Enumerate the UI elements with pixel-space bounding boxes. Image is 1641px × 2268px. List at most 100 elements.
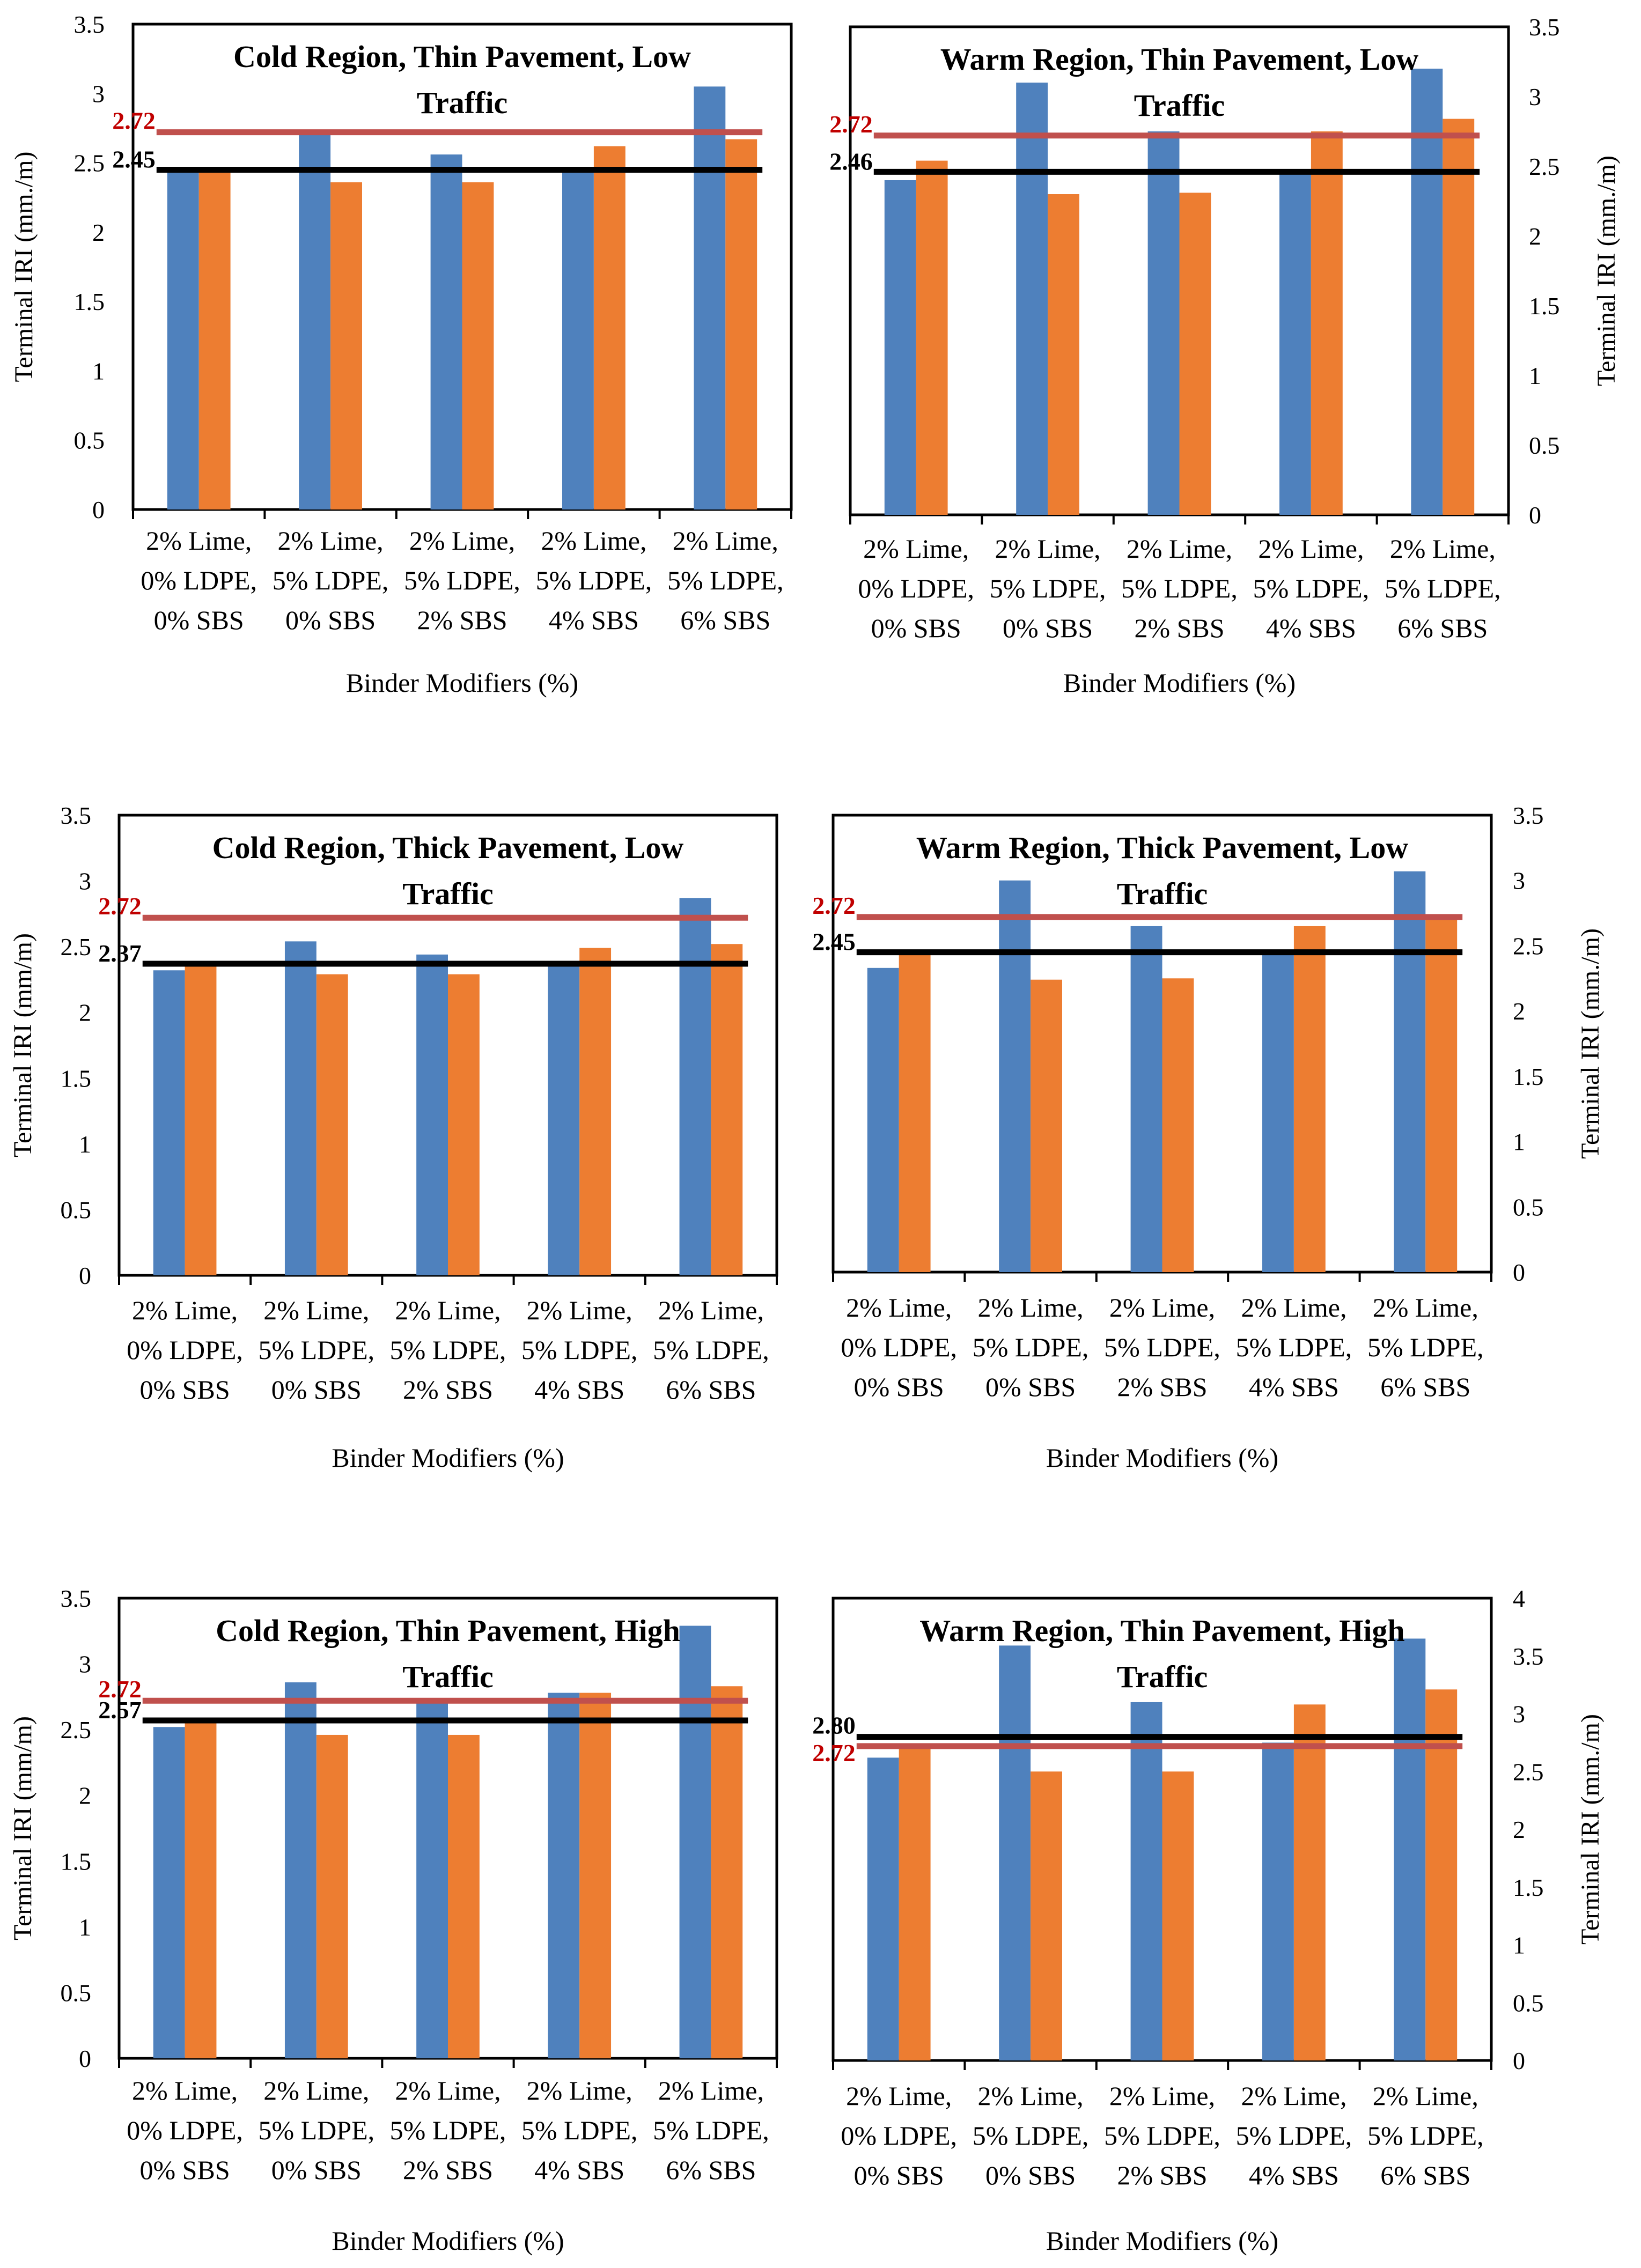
y-tick-label: 2 [79, 1782, 91, 1809]
y-tick-label: 3.5 [74, 11, 105, 38]
x-tick-label: 5% LDPE, [973, 2121, 1089, 2151]
y-tick-label: 3 [92, 80, 105, 107]
bar-blue [867, 1757, 899, 2060]
bar-orange [1031, 1771, 1062, 2060]
x-axis-label: Binder Modifiers (%) [346, 668, 578, 698]
chart-title: Warm Region, Thin Pavement, Low [940, 42, 1419, 77]
x-tick-label: 5% LDPE, [404, 565, 520, 595]
bar-blue [999, 880, 1031, 1272]
x-tick-label: 0% LDPE, [841, 2121, 957, 2151]
y-tick-label: 2 [92, 219, 105, 246]
bar-blue [1130, 926, 1162, 1272]
y-tick-label: 1.5 [1529, 292, 1560, 320]
x-tick-label: 2% SBS [1117, 1372, 1207, 1402]
y-tick-label: 1 [1513, 1932, 1525, 1959]
y-tick-label: 0 [1529, 501, 1541, 529]
x-tick-label: 2% Lime, [1390, 534, 1496, 564]
x-tick-label: 2% Lime, [995, 534, 1101, 564]
y-axis-label: Terminal IRI (mm./m) [1592, 156, 1621, 386]
x-tick-label: 5% LDPE, [653, 1335, 769, 1365]
y-tick-label: 2.5 [61, 933, 92, 961]
bar-orange [330, 182, 362, 509]
chart-title: Traffic [1134, 88, 1225, 123]
x-tick-label: 2% Lime, [658, 1295, 764, 1325]
x-tick-label: 2% SBS [403, 1375, 493, 1405]
bar-blue [299, 131, 331, 510]
x-tick-label: 2% Lime, [863, 534, 969, 564]
x-tick-label: 0% LDPE, [127, 1335, 243, 1365]
x-tick-label: 2% Lime, [978, 1292, 1084, 1323]
x-tick-label: 0% LDPE, [141, 565, 257, 595]
chart-1: 0 0.5 1 1.5 2 2.5 3 3.5 Terminal IRI (mm./m) 2% L… [10, 11, 793, 698]
chart-2: 0 0.5 1 1.5 2 2.5 3 3.5 Terminal IRI (mm./m) 2% L… [829, 13, 1621, 698]
y-tick-label: 1 [79, 1131, 91, 1158]
y-axis-label: Terminal IRI (mm./m) [1576, 928, 1605, 1159]
y-tick-label: 0 [79, 2045, 91, 2072]
reference-label-black: 2.57 [98, 1696, 142, 1724]
y-tick-label: 2.5 [1513, 932, 1544, 959]
y-tick-label: 1.5 [1513, 1874, 1544, 1901]
y-tick-label: 0.5 [1513, 1989, 1544, 2016]
bar-orange [185, 964, 217, 1275]
y-tick-label: 0.5 [1513, 1193, 1544, 1221]
bar-blue [562, 169, 594, 509]
x-tick-label: 2% SBS [1134, 613, 1224, 643]
x-tick-label: 4% SBS [534, 1375, 624, 1405]
y-tick-label: 1 [79, 1914, 91, 1941]
y-tick-label: 0.5 [74, 427, 105, 454]
y-axis-label: Terminal IRI (mm/m) [9, 1716, 37, 1940]
bar-orange [448, 974, 480, 1275]
chart-title: Traffic [402, 876, 494, 911]
x-tick-label: 4% SBS [534, 2155, 624, 2185]
x-tick-label: 2% Lime, [1127, 534, 1232, 564]
y-tick-label: 0 [92, 496, 105, 523]
x-tick-label: 4% SBS [1249, 2160, 1339, 2190]
bar-orange [1162, 978, 1194, 1272]
y-tick-label: 2 [1529, 223, 1541, 250]
reference-label-black: 2.37 [98, 940, 142, 967]
bar-blue [1411, 69, 1443, 515]
x-tick-label: 5% LDPE, [1236, 2121, 1352, 2151]
bar-orange [579, 1693, 612, 2058]
y-tick-label: 0.5 [1529, 432, 1560, 459]
bar-orange [462, 182, 494, 509]
y-axis-label: Terminal IRI (mm/m) [9, 933, 37, 1157]
x-tick-label: 0% SBS [985, 1372, 1076, 1402]
x-tick-label: 6% SBS [666, 2155, 756, 2185]
bar-blue [884, 180, 916, 515]
x-tick-label: 2% Lime, [1373, 1292, 1478, 1323]
x-tick-label: 2% Lime, [263, 1295, 369, 1325]
x-tick-label: 2% Lime, [395, 1295, 501, 1325]
chart-3: 0 0.5 1 1.5 2 2.5 3 3.5 Terminal IRI (mm/m) 2% Li… [9, 802, 778, 1473]
y-tick-label: 3.5 [61, 1585, 92, 1612]
reference-label-red: 2.72 [812, 892, 856, 919]
x-tick-label: 5% LDPE, [1367, 1332, 1484, 1362]
y-tick-label: 2 [79, 999, 91, 1026]
x-tick-label: 2% Lime, [1109, 2081, 1215, 2111]
bar-orange [1443, 119, 1475, 515]
y-tick-label: 1.5 [61, 1848, 92, 1875]
x-tick-label: 4% SBS [1249, 1372, 1339, 1402]
x-tick-label: 6% SBS [680, 605, 770, 635]
x-axis-label: Binder Modifiers (%) [332, 2226, 564, 2256]
x-tick-label: 0% LDPE, [127, 2115, 243, 2145]
x-tick-label: 6% SBS [1397, 613, 1488, 643]
bar-blue [548, 1693, 580, 2058]
reference-label-red: 2.72 [812, 1739, 856, 1767]
bar-orange [448, 1734, 480, 2058]
x-tick-label: 0% SBS [854, 2160, 944, 2190]
x-tick-label: 2% Lime, [1109, 1292, 1215, 1323]
bar-orange [916, 160, 948, 515]
y-tick-label: 3.5 [1513, 1643, 1544, 1670]
x-tick-label: 5% LDPE, [1236, 1332, 1352, 1362]
bar-orange [1179, 193, 1211, 515]
bar-blue [1016, 83, 1048, 515]
x-axis-label: Binder Modifiers (%) [1063, 668, 1296, 698]
x-tick-label: 5% LDPE, [1104, 1332, 1220, 1362]
x-tick-label: 5% LDPE, [521, 2115, 638, 2145]
bar-orange [1425, 1689, 1458, 2060]
bar-orange [579, 948, 612, 1275]
y-tick-label: 0 [1513, 1259, 1525, 1286]
y-tick-label: 3 [1513, 1701, 1525, 1728]
chart-title: Traffic [402, 1659, 494, 1694]
